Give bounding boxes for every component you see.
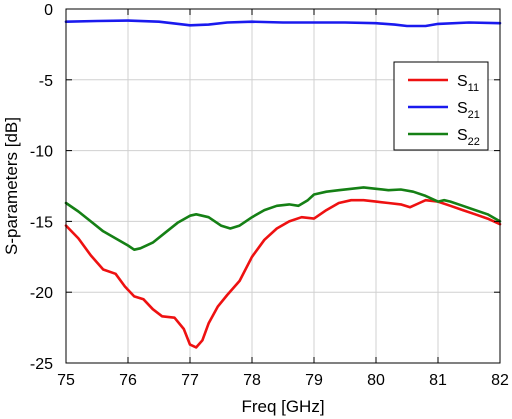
x-tick-label: 80: [367, 372, 385, 389]
x-tick-label: 82: [491, 372, 509, 389]
legend-label-subscript: 11: [468, 82, 479, 94]
x-tick-label: 75: [57, 372, 75, 389]
x-axis-label: Freq [GHz]: [241, 397, 324, 416]
series-lines: [64, 19, 502, 349]
legend-label-main: S: [457, 73, 468, 90]
series-line-s22: [64, 186, 502, 251]
y-tick-label: 0: [44, 2, 53, 19]
x-tick-label: 77: [181, 372, 199, 389]
x-tick-label: 78: [243, 372, 261, 389]
y-axis-label: S-parameters [dB]: [2, 117, 21, 255]
x-tick-label: 81: [429, 372, 447, 389]
series-line-s21: [64, 19, 502, 28]
y-tick-label: -5: [39, 73, 53, 90]
legend-label-subscript: 21: [468, 109, 480, 121]
legend-label-main: S: [457, 127, 468, 144]
x-tick-label: 79: [305, 372, 323, 389]
y-tick-label: -20: [30, 285, 53, 302]
legend-label-main: S: [457, 100, 468, 117]
legend-label-s22: S22: [457, 127, 480, 148]
y-tick-labels: 0 -5 -10 -15 -20 -25: [30, 2, 53, 373]
series-line-s11: [64, 198, 502, 349]
legend-label-subscript: 22: [468, 136, 480, 148]
x-tick-labels: 75 76 77 78 79 80 81 82: [57, 372, 509, 389]
axis-ticks: [65, 8, 501, 364]
plot-frame: [65, 8, 501, 364]
legend-label-s21: S21: [457, 100, 480, 121]
y-tick-label: -15: [30, 214, 53, 231]
x-tick-label: 76: [119, 372, 137, 389]
legend-label-s11: S11: [457, 73, 479, 94]
y-tick-label: -10: [30, 144, 53, 161]
y-tick-label: -25: [30, 356, 53, 373]
